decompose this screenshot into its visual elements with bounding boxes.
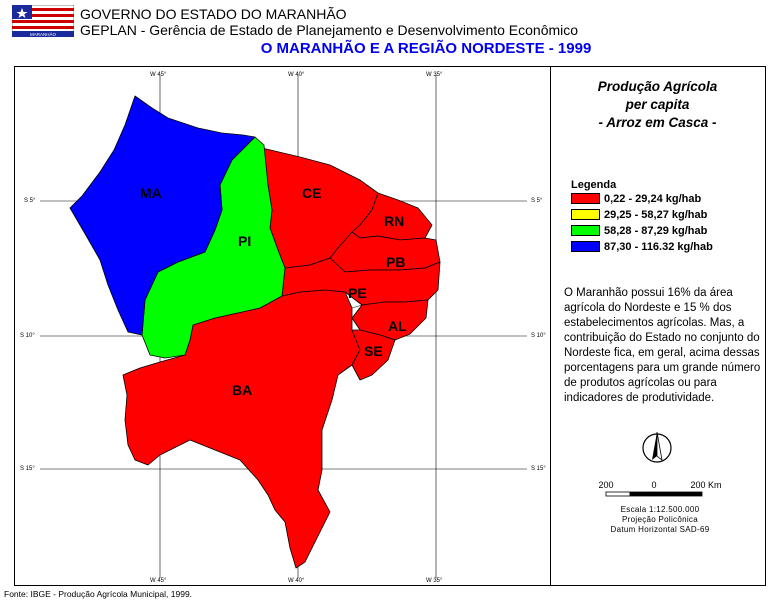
state-label-ba: BA (232, 382, 252, 398)
datum: Datum Horizontal SAD-69 (610, 525, 710, 534)
lat-label-right: S 5° (531, 198, 543, 204)
state-label-al: AL (388, 318, 407, 334)
lon-label-top: W 40° (288, 72, 305, 78)
legend-swatch (571, 241, 600, 252)
legend-item: 58,28 - 87,29 kg/hab (571, 224, 707, 237)
state-label-pb: PB (386, 254, 405, 270)
lat-label-left: S 5° (24, 198, 36, 204)
map-frame (14, 66, 551, 586)
scale-ratio: Escala 1:12.500.000 (620, 505, 700, 514)
northeast-map: MA PI CE RN PB PE AL SE BA (40, 75, 527, 578)
state-label-rn: RN (384, 213, 404, 229)
state-label-pe: PE (348, 285, 367, 301)
legend-label: 29,25 - 58,27 kg/hab (604, 208, 708, 221)
lat-label-right: S 10° (531, 333, 546, 339)
lat-label-right: S 15° (531, 466, 546, 472)
thematic-title-line: Produção Agrícola (597, 79, 718, 94)
map-title: O MARANHÃO E A REGIÃO NORDESTE - 1999 (260, 40, 592, 57)
state-al (351, 299, 429, 341)
thematic-title: Produção Agrícola per capita - Arroz em … (555, 78, 760, 132)
legend-swatch (571, 225, 600, 236)
lon-label-bottom: W 35° (426, 578, 443, 584)
org-name: GOVERNO DO ESTADO DO MARANHÃO (80, 6, 347, 22)
lon-label-top: W 35° (426, 72, 443, 78)
source-note: Fonte: IBGE - Produção Agrícola Municipa… (4, 589, 193, 599)
scale-label-right: 200 Km (690, 480, 721, 490)
legend-label: 58,28 - 87,29 kg/hab (604, 224, 708, 237)
legend-title: Legenda (571, 179, 617, 191)
region-boundary (351, 304, 363, 309)
state-label-pi: PI (238, 233, 251, 249)
state-pb (329, 231, 441, 273)
org-department: GEPLAN - Gerência de Estado de Planejame… (80, 22, 579, 38)
projection: Projeção Policônica (622, 515, 698, 524)
lat-label-left: S 15° (20, 466, 35, 472)
state-label-se: SE (364, 343, 383, 359)
lon-label-bottom: W 45° (150, 578, 167, 584)
legend-swatch (571, 209, 600, 220)
map-metadata: Escala 1:12.500.000 Projeção Policônica … (560, 505, 760, 535)
legend-swatch (571, 193, 600, 204)
legend-item: 87,30 - 116.32 kg/hab (571, 240, 713, 253)
description-text: O Maranhão possui 16% da área agrícola d… (564, 287, 761, 404)
legend-label: 87,30 - 116.32 kg/hab (604, 240, 713, 253)
legend-item: 0,22 - 29,24 kg/hab (571, 192, 701, 205)
state-pe (281, 257, 441, 306)
svg-text:MARANHÃO: MARANHÃO (30, 31, 57, 37)
lon-label-bottom: W 40° (288, 578, 305, 584)
layout-frame (14, 66, 766, 586)
north-arrow-icon (642, 431, 672, 463)
scale-label-middle: 0 (651, 480, 656, 490)
thematic-title-line: per capita (625, 97, 690, 112)
legend-label: 0,22 - 29,24 kg/hab (604, 192, 702, 205)
state-label-ma: MA (140, 185, 162, 201)
lat-label-left: S 10° (20, 333, 35, 339)
state-se (351, 329, 396, 381)
scale-bar: 200 0 200 Km (598, 480, 722, 497)
state-label-ce: CE (302, 185, 321, 201)
scale-label-left: 200 (598, 480, 613, 490)
region-boundary (344, 291, 353, 309)
lon-label-top: W 45° (150, 72, 167, 78)
legend-item: 29,25 - 58,27 kg/hab (571, 208, 707, 221)
thematic-title-line: - Arroz em Casca - (598, 115, 717, 130)
maranhao-flag-logo: MARANHÃO (12, 5, 74, 37)
state-ma (69, 95, 256, 336)
